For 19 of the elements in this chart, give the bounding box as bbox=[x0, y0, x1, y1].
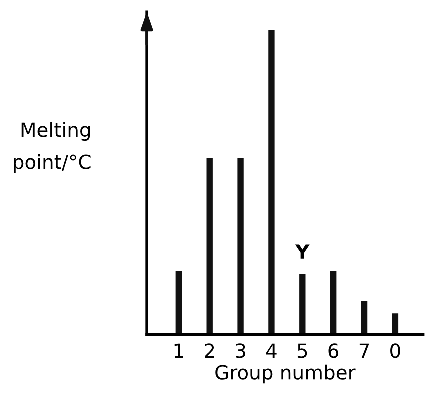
bar bbox=[392, 314, 399, 335]
x-tick-label: 7 bbox=[360, 344, 370, 358]
x-tick-label: 0 bbox=[390, 344, 400, 358]
x-tick-label: 4 bbox=[266, 344, 277, 358]
bar bbox=[206, 158, 213, 335]
bar bbox=[330, 270, 337, 335]
x-tick-label: 5 bbox=[298, 344, 308, 358]
bar bbox=[300, 274, 306, 335]
x-tick-label: 1 bbox=[174, 344, 184, 358]
x-axis-title: Group number bbox=[216, 364, 356, 384]
annotation: Y bbox=[295, 244, 310, 259]
x-tick-label: 2 bbox=[205, 344, 214, 358]
bar bbox=[361, 301, 368, 335]
x-tick-label: 3 bbox=[236, 344, 246, 358]
y-axis-title: Melting point/°C bbox=[14, 122, 91, 174]
bar bbox=[238, 158, 244, 335]
bar bbox=[176, 270, 182, 335]
bar bbox=[268, 30, 275, 335]
x-tick-label: 6 bbox=[328, 344, 339, 358]
